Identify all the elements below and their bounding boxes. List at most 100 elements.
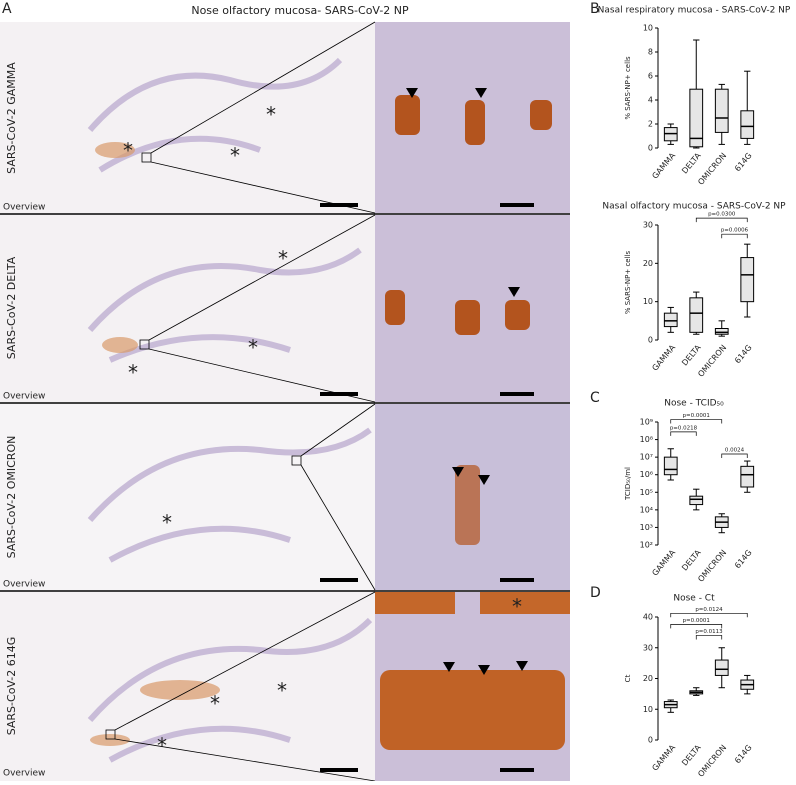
box xyxy=(689,88,704,148)
significance-bracket xyxy=(721,233,748,239)
y-tick-label: 30 xyxy=(643,643,653,652)
box xyxy=(663,312,678,328)
asterisk: * xyxy=(123,139,133,163)
y-axis-label: TCID₅₀/ml xyxy=(624,467,632,501)
stain-cell xyxy=(385,290,405,325)
box xyxy=(740,465,755,488)
x-tick-label: DELTA xyxy=(680,743,703,768)
stain-cell xyxy=(455,300,480,335)
box xyxy=(689,495,704,506)
significance-bracket xyxy=(670,431,697,436)
y-tick-label: 20 xyxy=(643,674,653,683)
row-separators xyxy=(0,213,570,592)
x-tick-label: GAMMA xyxy=(650,743,677,773)
scale-bar xyxy=(500,392,534,396)
fold xyxy=(87,427,372,522)
chart-title: Nose - TCID₅₀ xyxy=(664,399,724,409)
scale-bar xyxy=(320,392,358,396)
x-tick-label: 614G xyxy=(733,151,754,173)
overview-label: Overview xyxy=(3,392,45,402)
stain-blob xyxy=(90,734,130,746)
stain-blob xyxy=(140,680,220,700)
annotation: p=0.0218 xyxy=(670,425,698,431)
scale-bar xyxy=(320,578,358,582)
zoom-line xyxy=(114,738,376,782)
zoom-line xyxy=(300,464,376,591)
zoom-line xyxy=(300,403,376,457)
stain-band xyxy=(480,592,570,614)
arrowhead xyxy=(443,662,455,672)
panel-letter: C xyxy=(590,390,600,406)
y-axis-label: % SARS-NP+ cells xyxy=(624,56,632,120)
overview-image xyxy=(0,22,375,213)
asterisk: * xyxy=(266,103,276,127)
chart-title: Nasal olfactory mucosa - SARS-CoV-2 NP xyxy=(602,202,786,212)
significance-bracket xyxy=(721,453,748,458)
stain-band xyxy=(380,670,565,750)
y-tick-label: 10⁸ xyxy=(640,435,653,444)
significance-bracket xyxy=(695,635,723,640)
asterisk: * xyxy=(277,679,287,703)
zoom-box xyxy=(139,339,150,350)
arrowhead xyxy=(516,661,528,671)
y-axis-label: % SARS-NP+ cells xyxy=(624,250,632,314)
y-tick-label: 10² xyxy=(640,541,653,550)
zoom-line xyxy=(114,591,376,731)
box xyxy=(663,456,678,476)
row-label: SARS-CoV-2 614G xyxy=(5,637,18,736)
zoom-box xyxy=(105,729,116,740)
y-axis-label: Ct xyxy=(624,674,632,682)
y-tick-label: 40 xyxy=(643,613,653,622)
asterisk: * xyxy=(512,595,522,619)
significance-bracket xyxy=(670,612,748,618)
asterisk: * xyxy=(162,511,172,535)
zoom-box xyxy=(141,152,152,163)
y-tick-label: 10⁵ xyxy=(640,488,653,497)
scale-bar xyxy=(500,578,534,582)
significance-bracket xyxy=(670,624,723,629)
zoom-line xyxy=(150,21,376,154)
y-tick-label: 10⁷ xyxy=(640,453,653,462)
stain-cell xyxy=(505,300,530,330)
x-tick-label: DELTA xyxy=(680,343,703,368)
fold xyxy=(87,247,362,332)
x-tick-label: GAMMA xyxy=(650,151,677,181)
row-label: SARS-CoV-2 GAMMA xyxy=(5,62,18,174)
fold xyxy=(87,57,343,132)
row-label: SARS-CoV-2 OMICRON xyxy=(5,436,18,559)
arrowhead xyxy=(406,88,418,98)
zoom-line xyxy=(148,348,376,403)
overview-image xyxy=(0,215,375,402)
y-tick-label: 8 xyxy=(648,48,653,57)
y-tick-label: 10 xyxy=(643,24,653,33)
x-tick-label: 614G xyxy=(733,743,754,765)
box xyxy=(714,659,729,676)
y-tick-label: 10³ xyxy=(640,523,653,532)
scale-bar xyxy=(500,768,534,772)
chart-title: Nose - Ct xyxy=(673,594,715,604)
y-tick-label: 2 xyxy=(648,120,653,129)
asterisk: * xyxy=(157,734,167,758)
fold xyxy=(98,135,262,173)
row-label: SARS-CoV-2 DELTA xyxy=(5,256,18,359)
box xyxy=(740,110,755,139)
y-tick-label: 10⁴ xyxy=(640,505,653,514)
x-tick-label: 614G xyxy=(733,548,754,570)
panel-letter: D xyxy=(590,585,601,601)
zoom-line xyxy=(148,214,376,341)
box xyxy=(740,257,755,303)
overview-label: Overview xyxy=(3,580,45,590)
stain-blob xyxy=(95,142,135,158)
annotation: p=0.0300 xyxy=(708,212,736,218)
y-tick-label: 30 xyxy=(643,221,653,230)
stain-band xyxy=(375,592,455,614)
asterisk: * xyxy=(248,336,258,360)
annotation: p=0.0006 xyxy=(721,228,749,234)
asterisk: * xyxy=(278,247,288,271)
annotation: p=0.0124 xyxy=(695,607,723,613)
y-tick-label: 10 xyxy=(643,705,653,714)
panel-a: * * * * * * * * * * * xyxy=(0,4,570,782)
zoom-line xyxy=(150,161,376,214)
stain-cell xyxy=(530,100,552,130)
